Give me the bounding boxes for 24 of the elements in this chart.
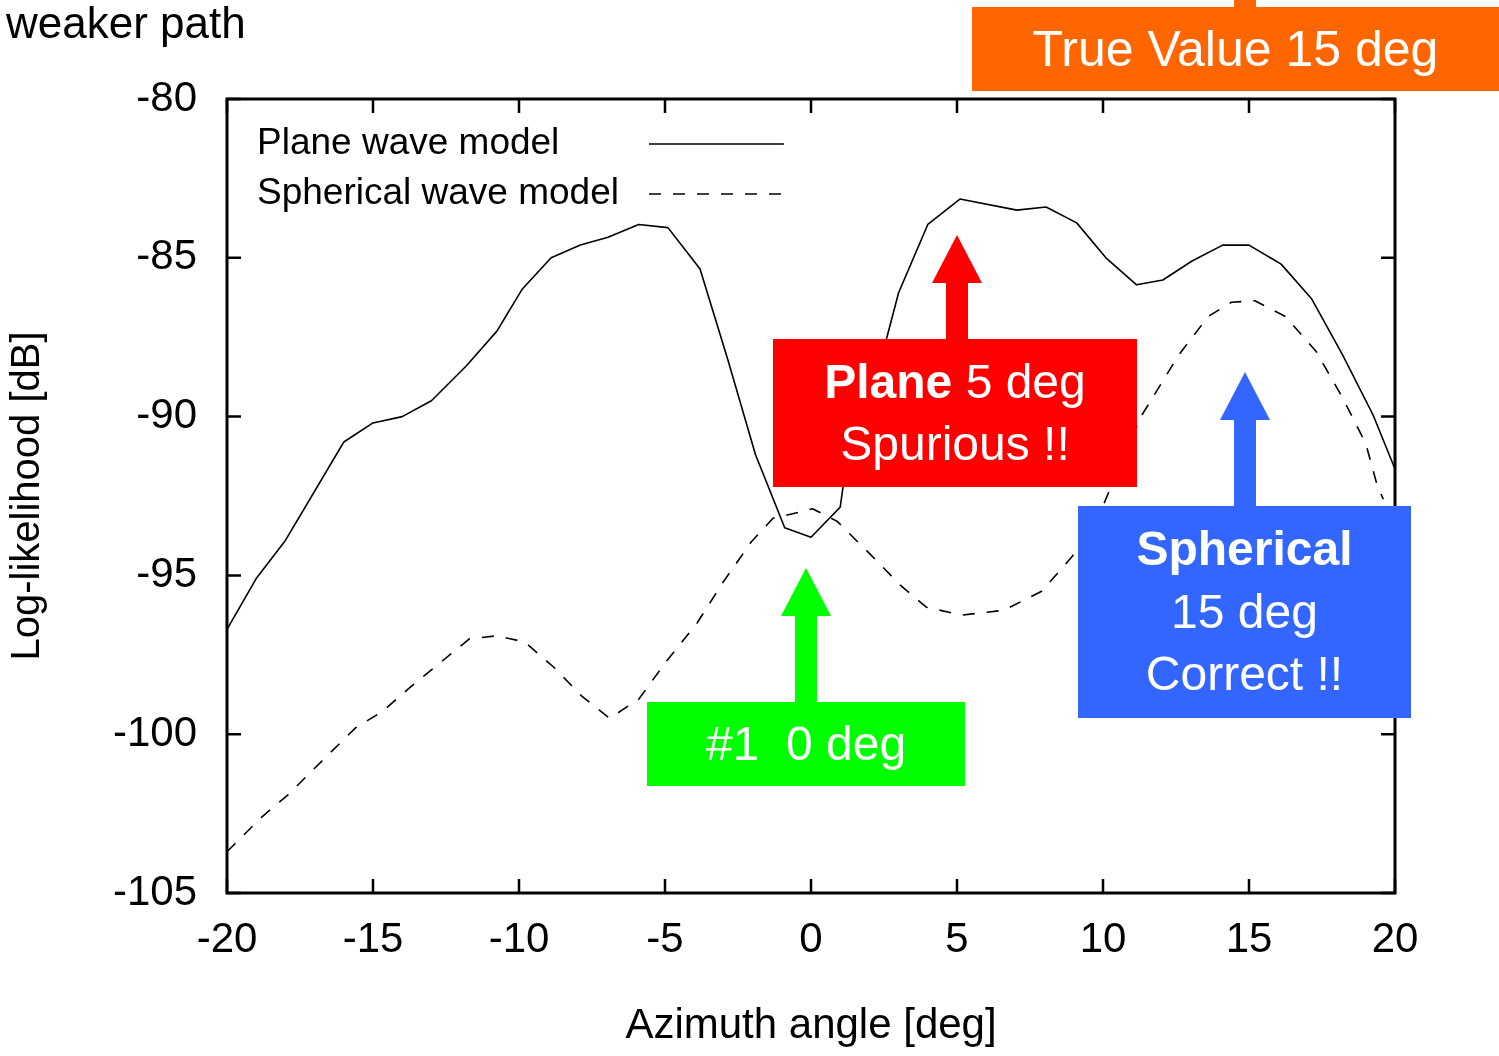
y-axis-title: Log-likelihood [dB] [3, 331, 48, 661]
x-tick-label: 5 [945, 913, 969, 961]
x-tick-label: -15 [342, 913, 404, 961]
x-axis-title: Azimuth angle [deg] [625, 1000, 997, 1048]
text: True Value 15 deg [972, 7, 1499, 91]
y-tick-label: -90 [136, 390, 197, 438]
x-tick-label: 15 [1225, 913, 1273, 961]
annotation: Spherical 15 deg Correct !! [1136, 522, 1353, 703]
y-tick-label: -80 [136, 72, 197, 120]
annotation: Plane 5 deg Spurious !! [824, 353, 1086, 472]
y-tick-label: -95 [136, 548, 197, 596]
text: Plane wave model [257, 121, 560, 163]
legend-label: Spherical wave model [257, 171, 619, 213]
x-tick-label: -10 [488, 913, 550, 961]
y-tick-label: -100 [112, 707, 197, 755]
x-tick-label: 10 [1079, 913, 1127, 961]
y-tick-label: -85 [136, 231, 197, 279]
x-tick-label: -20 [196, 913, 258, 961]
x-tick-label: 0 [799, 913, 823, 961]
x-tick-label: -5 [646, 913, 684, 961]
x-tick-label: 20 [1371, 913, 1419, 961]
chart-title: weaker path [5, 0, 246, 48]
y-tick-label: -105 [112, 866, 197, 914]
annotation: #1 0 deg [647, 702, 965, 786]
